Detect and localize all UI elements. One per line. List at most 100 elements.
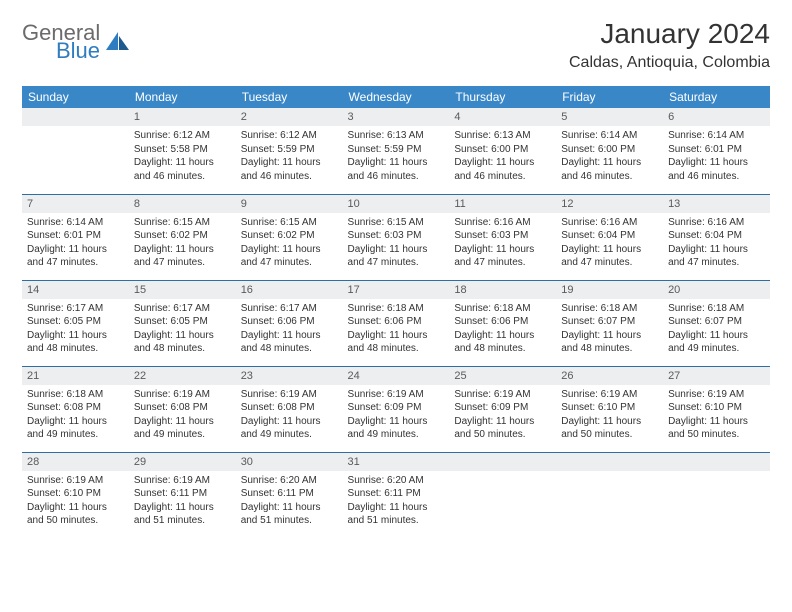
day-number: 7 bbox=[22, 195, 129, 213]
day-number: 22 bbox=[129, 367, 236, 385]
sunrise-text: Sunrise: 6:19 AM bbox=[134, 388, 231, 402]
day-number: 20 bbox=[663, 281, 770, 299]
day-number: 11 bbox=[449, 195, 556, 213]
day-number: 26 bbox=[556, 367, 663, 385]
day-details: Sunrise: 6:15 AMSunset: 6:02 PMDaylight:… bbox=[129, 213, 236, 274]
day-details: Sunrise: 6:19 AMSunset: 6:08 PMDaylight:… bbox=[236, 385, 343, 446]
daylight-text: Daylight: 11 hours and 50 minutes. bbox=[668, 415, 765, 442]
page-header: General Blue January 2024 Caldas, Antioq… bbox=[22, 18, 770, 72]
sunrise-text: Sunrise: 6:14 AM bbox=[27, 216, 124, 230]
daylight-text: Daylight: 11 hours and 50 minutes. bbox=[561, 415, 658, 442]
sunrise-text: Sunrise: 6:20 AM bbox=[348, 474, 445, 488]
daylight-text: Daylight: 11 hours and 47 minutes. bbox=[134, 243, 231, 270]
day-number: 27 bbox=[663, 367, 770, 385]
calendar-day-cell: 4Sunrise: 6:13 AMSunset: 6:00 PMDaylight… bbox=[449, 108, 556, 194]
calendar-day-cell: 31Sunrise: 6:20 AMSunset: 6:11 PMDayligh… bbox=[343, 452, 450, 538]
day-number: 1 bbox=[129, 108, 236, 126]
day-details: Sunrise: 6:19 AMSunset: 6:09 PMDaylight:… bbox=[343, 385, 450, 446]
day-details: Sunrise: 6:19 AMSunset: 6:08 PMDaylight:… bbox=[129, 385, 236, 446]
calendar-body: 1Sunrise: 6:12 AMSunset: 5:58 PMDaylight… bbox=[22, 108, 770, 538]
sunrise-text: Sunrise: 6:18 AM bbox=[348, 302, 445, 316]
daylight-text: Daylight: 11 hours and 48 minutes. bbox=[27, 329, 124, 356]
day-number: 3 bbox=[343, 108, 450, 126]
day-details: Sunrise: 6:15 AMSunset: 6:03 PMDaylight:… bbox=[343, 213, 450, 274]
weekday-header: Tuesday bbox=[236, 86, 343, 108]
logo-text: General Blue bbox=[22, 22, 100, 62]
sunrise-text: Sunrise: 6:19 AM bbox=[27, 474, 124, 488]
calendar-day-cell: 10Sunrise: 6:15 AMSunset: 6:03 PMDayligh… bbox=[343, 194, 450, 280]
day-details: Sunrise: 6:18 AMSunset: 6:07 PMDaylight:… bbox=[663, 299, 770, 360]
sunset-text: Sunset: 6:01 PM bbox=[668, 143, 765, 157]
day-number: 21 bbox=[22, 367, 129, 385]
sunset-text: Sunset: 6:11 PM bbox=[241, 487, 338, 501]
sunrise-text: Sunrise: 6:12 AM bbox=[241, 129, 338, 143]
calendar-day-cell: 5Sunrise: 6:14 AMSunset: 6:00 PMDaylight… bbox=[556, 108, 663, 194]
calendar-day-cell bbox=[663, 452, 770, 538]
day-number: 18 bbox=[449, 281, 556, 299]
weekday-header: Sunday bbox=[22, 86, 129, 108]
daylight-text: Daylight: 11 hours and 51 minutes. bbox=[241, 501, 338, 528]
weekday-header: Thursday bbox=[449, 86, 556, 108]
calendar-day-cell: 19Sunrise: 6:18 AMSunset: 6:07 PMDayligh… bbox=[556, 280, 663, 366]
day-details: Sunrise: 6:17 AMSunset: 6:05 PMDaylight:… bbox=[129, 299, 236, 360]
sunset-text: Sunset: 5:58 PM bbox=[134, 143, 231, 157]
calendar-week-row: 28Sunrise: 6:19 AMSunset: 6:10 PMDayligh… bbox=[22, 452, 770, 538]
calendar-day-cell: 7Sunrise: 6:14 AMSunset: 6:01 PMDaylight… bbox=[22, 194, 129, 280]
daylight-text: Daylight: 11 hours and 48 minutes. bbox=[561, 329, 658, 356]
calendar-day-cell: 6Sunrise: 6:14 AMSunset: 6:01 PMDaylight… bbox=[663, 108, 770, 194]
day-details: Sunrise: 6:17 AMSunset: 6:06 PMDaylight:… bbox=[236, 299, 343, 360]
day-details: Sunrise: 6:16 AMSunset: 6:04 PMDaylight:… bbox=[556, 213, 663, 274]
calendar-day-cell: 27Sunrise: 6:19 AMSunset: 6:10 PMDayligh… bbox=[663, 366, 770, 452]
sunset-text: Sunset: 6:10 PM bbox=[561, 401, 658, 415]
calendar-day-cell bbox=[22, 108, 129, 194]
sunrise-text: Sunrise: 6:15 AM bbox=[241, 216, 338, 230]
day-number: 10 bbox=[343, 195, 450, 213]
daylight-text: Daylight: 11 hours and 46 minutes. bbox=[454, 156, 551, 183]
sunset-text: Sunset: 6:03 PM bbox=[348, 229, 445, 243]
day-details: Sunrise: 6:13 AMSunset: 6:00 PMDaylight:… bbox=[449, 126, 556, 187]
sunrise-text: Sunrise: 6:16 AM bbox=[454, 216, 551, 230]
calendar-day-cell: 9Sunrise: 6:15 AMSunset: 6:02 PMDaylight… bbox=[236, 194, 343, 280]
calendar-day-cell: 1Sunrise: 6:12 AMSunset: 5:58 PMDaylight… bbox=[129, 108, 236, 194]
sunrise-text: Sunrise: 6:17 AM bbox=[27, 302, 124, 316]
sunset-text: Sunset: 6:02 PM bbox=[134, 229, 231, 243]
sunset-text: Sunset: 6:03 PM bbox=[454, 229, 551, 243]
day-number: 5 bbox=[556, 108, 663, 126]
daylight-text: Daylight: 11 hours and 46 minutes. bbox=[241, 156, 338, 183]
sunrise-text: Sunrise: 6:18 AM bbox=[27, 388, 124, 402]
sunrise-text: Sunrise: 6:19 AM bbox=[454, 388, 551, 402]
calendar-day-cell: 16Sunrise: 6:17 AMSunset: 6:06 PMDayligh… bbox=[236, 280, 343, 366]
day-number: 19 bbox=[556, 281, 663, 299]
day-number: 23 bbox=[236, 367, 343, 385]
day-number bbox=[556, 453, 663, 471]
day-details: Sunrise: 6:19 AMSunset: 6:10 PMDaylight:… bbox=[22, 471, 129, 532]
day-number: 13 bbox=[663, 195, 770, 213]
daylight-text: Daylight: 11 hours and 47 minutes. bbox=[348, 243, 445, 270]
sunrise-text: Sunrise: 6:19 AM bbox=[348, 388, 445, 402]
daylight-text: Daylight: 11 hours and 47 minutes. bbox=[561, 243, 658, 270]
daylight-text: Daylight: 11 hours and 46 minutes. bbox=[668, 156, 765, 183]
day-number: 14 bbox=[22, 281, 129, 299]
sunset-text: Sunset: 6:08 PM bbox=[241, 401, 338, 415]
sunset-text: Sunset: 6:08 PM bbox=[27, 401, 124, 415]
daylight-text: Daylight: 11 hours and 49 minutes. bbox=[348, 415, 445, 442]
daylight-text: Daylight: 11 hours and 47 minutes. bbox=[241, 243, 338, 270]
title-block: January 2024 Caldas, Antioquia, Colombia bbox=[569, 18, 770, 72]
day-number: 15 bbox=[129, 281, 236, 299]
calendar-week-row: 21Sunrise: 6:18 AMSunset: 6:08 PMDayligh… bbox=[22, 366, 770, 452]
daylight-text: Daylight: 11 hours and 49 minutes. bbox=[27, 415, 124, 442]
day-details: Sunrise: 6:12 AMSunset: 5:58 PMDaylight:… bbox=[129, 126, 236, 187]
calendar-day-cell: 29Sunrise: 6:19 AMSunset: 6:11 PMDayligh… bbox=[129, 452, 236, 538]
day-number bbox=[449, 453, 556, 471]
daylight-text: Daylight: 11 hours and 51 minutes. bbox=[348, 501, 445, 528]
day-details: Sunrise: 6:13 AMSunset: 5:59 PMDaylight:… bbox=[343, 126, 450, 187]
logo: General Blue bbox=[22, 22, 131, 62]
day-details: Sunrise: 6:14 AMSunset: 6:01 PMDaylight:… bbox=[663, 126, 770, 187]
sunset-text: Sunset: 6:07 PM bbox=[668, 315, 765, 329]
calendar-day-cell: 2Sunrise: 6:12 AMSunset: 5:59 PMDaylight… bbox=[236, 108, 343, 194]
calendar-day-cell: 17Sunrise: 6:18 AMSunset: 6:06 PMDayligh… bbox=[343, 280, 450, 366]
calendar-day-cell: 20Sunrise: 6:18 AMSunset: 6:07 PMDayligh… bbox=[663, 280, 770, 366]
sunset-text: Sunset: 6:04 PM bbox=[668, 229, 765, 243]
day-details: Sunrise: 6:16 AMSunset: 6:04 PMDaylight:… bbox=[663, 213, 770, 274]
day-number: 16 bbox=[236, 281, 343, 299]
